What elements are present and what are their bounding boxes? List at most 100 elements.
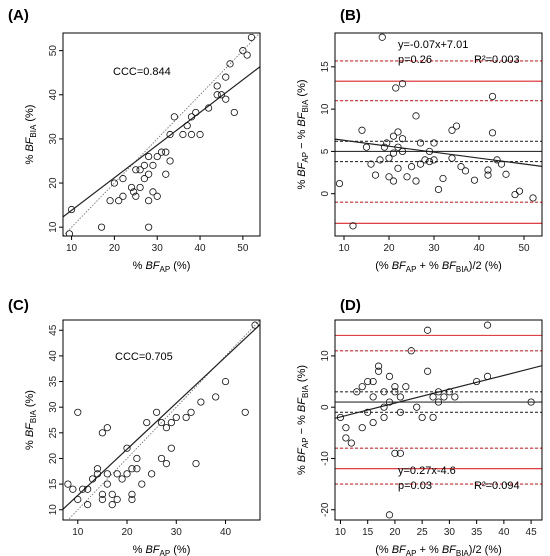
data-point [84,501,92,509]
data-point [434,388,443,396]
data-point [342,424,350,432]
data-point [483,321,492,329]
data-point [119,175,127,183]
data-point [416,160,425,168]
data-point [424,367,432,375]
data-point [342,434,350,442]
data-point [439,174,447,183]
y-tick-label: 25 [48,427,59,439]
x-tick-label: 40 [220,527,232,538]
panel-b: 10 20 30 40 50 0 5 10 15 (B) y=-0.07x+7.01 p=0.26 R²… [296,7,543,274]
data-point [358,126,366,134]
data-point [421,156,429,164]
data-point [383,139,391,147]
data-point [389,132,398,140]
data-point [103,424,111,432]
x-tick-label: 10 [72,527,84,538]
data-point [98,495,107,504]
data-point [127,183,136,192]
plot-frame [334,319,543,521]
data-point [138,480,146,488]
data-point [192,108,200,117]
data-point [132,192,140,200]
y-tick-label: 10 [320,103,331,115]
identity-line [63,33,260,236]
data-point [157,454,166,463]
data-point [148,470,156,478]
data-point [196,130,204,139]
data-point [497,160,506,168]
x-tick-label: 10 [335,527,347,538]
plot-area [335,321,542,519]
plot-frame [62,32,261,237]
y-tick-label: 15 [320,61,331,73]
data-point [222,73,230,81]
data-point [157,148,166,156]
data-point [515,187,524,195]
data-point [369,377,377,386]
data-point [167,444,175,452]
data-point [157,418,166,427]
data-point [385,511,394,519]
data-point [170,113,178,121]
y-tick-label: 45 [48,324,59,336]
data-point [153,192,161,200]
data-point [162,459,171,468]
data-point [488,129,497,137]
data-point [98,490,107,498]
data-point [230,108,238,117]
data-point [398,147,407,156]
data-point [132,166,140,174]
data-point [396,393,404,401]
x-axis-label: % BFAP (%) [133,260,191,274]
data-point [413,403,421,411]
y-tick-label: 10 [48,221,59,233]
y-tick-label: -10 [320,451,331,466]
y-axis-label: % BFAP − % BFBIA (%) [296,365,310,475]
data-point [396,449,404,457]
data-point [493,156,501,164]
data-point [167,418,175,427]
x-tick-label: 45 [526,527,538,538]
data-point [106,197,114,205]
data-point [335,179,344,188]
identity-line [67,320,260,520]
y-tick-label: 0 [320,404,331,410]
data-point [374,367,383,375]
x-tick-label: 30 [171,527,183,538]
annotation: R²=0.003 [474,54,520,66]
data-point [389,177,398,185]
plot-area [63,33,260,236]
x-axis-label: % BFAP (%) [133,544,191,556]
y-tick-label: 30 [48,401,59,413]
data-point [123,470,131,478]
x-tick-label: 40 [498,527,510,538]
data-point [110,179,118,187]
data-point [396,408,404,416]
data-point [402,383,410,391]
data-point [162,148,170,156]
data-point [378,33,386,41]
y-tick-label: 50 [48,45,59,57]
panel-c: 10 20 30 40 10 15 20 25 30 35 40 45 (C) CCC=0.705 % BF… [8,297,261,556]
panel-label: (C) [8,297,29,314]
data-point [434,398,443,406]
data-point [213,82,221,90]
data-point [179,130,187,139]
data-point [166,157,174,165]
data-point [369,418,377,427]
data-point [403,173,411,181]
data-point [205,104,213,112]
data-point [217,91,226,99]
data-point [182,413,190,422]
data-point [448,154,456,162]
panel-label: (D) [340,297,361,314]
data-point [149,188,157,196]
annotation: p=0.26 [398,54,432,66]
x-tick-label: 20 [121,527,133,538]
data-point [429,393,437,401]
data-point [448,126,456,134]
y-tick-label: 20 [48,177,59,189]
y-tick-label: 30 [48,133,59,145]
data-point [108,490,116,498]
